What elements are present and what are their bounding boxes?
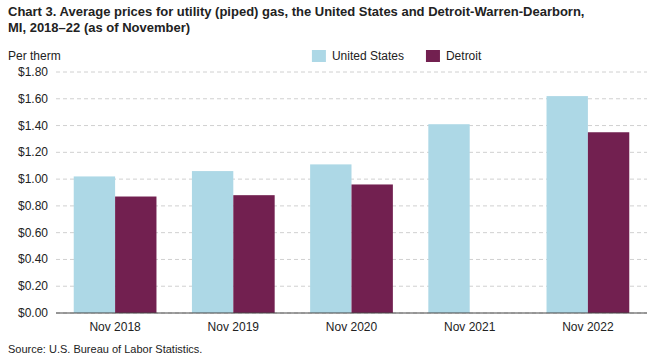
bar	[115, 197, 156, 313]
y-tick-label: $1.80	[18, 65, 48, 79]
grid-line	[56, 313, 647, 314]
legend-swatch	[426, 50, 440, 62]
bar	[588, 132, 629, 313]
x-tick-label: Nov 2018	[89, 320, 141, 334]
source: Source: U.S. Bureau of Labor Statistics.	[8, 343, 202, 355]
title: Chart 3. Average prices for utility (pip…	[8, 4, 584, 19]
y-tick-label: $0.60	[18, 226, 48, 240]
y-tick-label: $1.20	[18, 145, 48, 159]
y-axis-label: Per therm	[8, 49, 61, 63]
chart-container: Chart 3. Average prices for utility (pip…	[0, 0, 661, 361]
bar	[352, 184, 393, 313]
y-tick-label: $1.00	[18, 172, 48, 186]
bar	[192, 171, 233, 313]
grid-line	[56, 72, 647, 73]
bar	[233, 195, 274, 313]
legend-swatch	[312, 50, 326, 62]
bars	[74, 96, 630, 313]
bar	[310, 164, 351, 313]
x-tick-label: Nov 2021	[444, 320, 496, 334]
x-tick-label: Nov 2022	[562, 320, 614, 334]
y-tick-label: $0.20	[18, 279, 48, 293]
y-tick-label: $0.80	[18, 199, 48, 213]
legend-label: United States	[332, 49, 404, 63]
y-tick-label: $0.40	[18, 252, 48, 266]
grid	[56, 72, 647, 313]
chart: Chart 3. Average prices for utility (pip…	[0, 0, 661, 361]
y-tick-label: $0.00	[18, 306, 48, 320]
bar	[547, 96, 588, 313]
x-tick-label: Nov 2019	[208, 320, 260, 334]
title: MI, 2018–22 (as of November)	[8, 20, 190, 35]
y-tick-label: $1.40	[18, 119, 48, 133]
legend-label: Detroit	[446, 49, 482, 63]
bar	[428, 124, 469, 313]
legend: United States Detroit	[312, 49, 482, 63]
y-tick-label: $1.60	[18, 92, 48, 106]
bar	[74, 176, 115, 313]
x-axis-line	[56, 313, 647, 314]
x-tick-label: Nov 2020	[326, 320, 378, 334]
